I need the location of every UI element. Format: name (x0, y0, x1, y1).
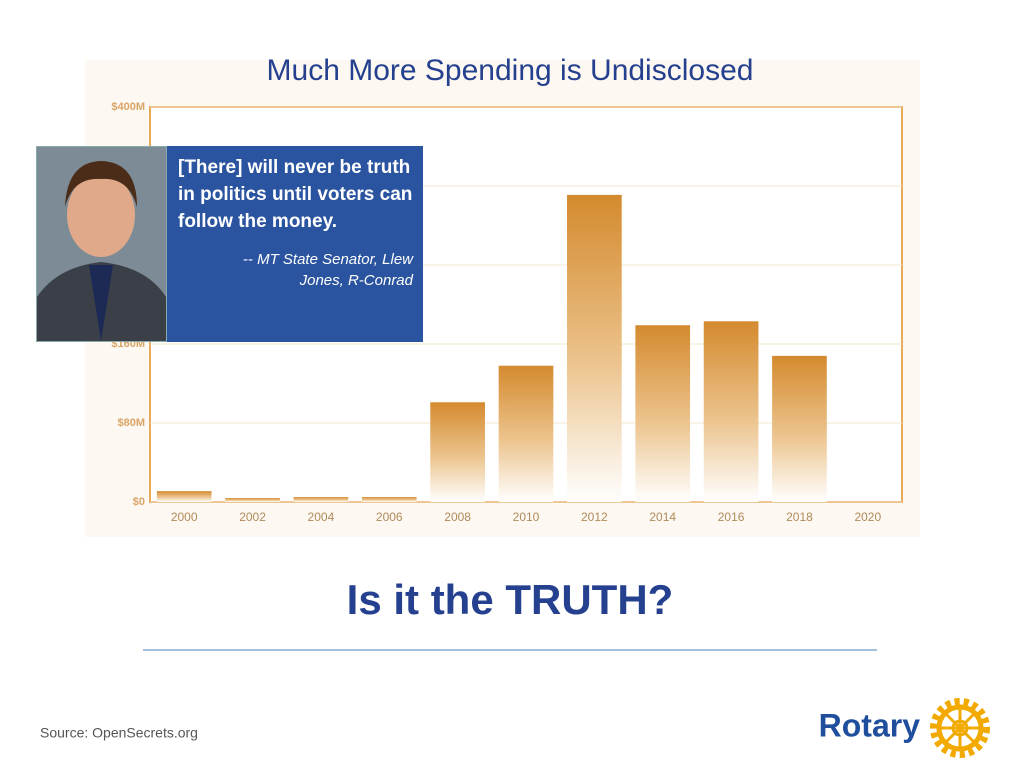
portrait-photo (36, 146, 167, 342)
x-tick-label: 2016 (718, 510, 745, 524)
y-tick-label: $400M (111, 101, 145, 113)
bar (498, 365, 554, 502)
portrait (37, 147, 166, 341)
bar (225, 498, 280, 502)
x-tick-label: 2014 (649, 510, 676, 524)
y-tick-label: $0 (133, 496, 145, 508)
bar (430, 402, 485, 502)
x-tick-label: 2004 (308, 510, 335, 524)
y-tick-label: $80M (117, 417, 145, 429)
logo-text: Rotary (819, 707, 921, 743)
logo-gear (930, 698, 990, 758)
bar (156, 491, 212, 502)
quote-text: [There] will never be truth in politics … (178, 157, 413, 232)
bar (635, 325, 691, 502)
x-tick-label: 2008 (444, 510, 471, 524)
x-tick-label: 2020 (854, 510, 881, 524)
x-tick-label: 2012 (581, 510, 608, 524)
x-tick-label: 2006 (376, 510, 403, 524)
bar (293, 497, 349, 502)
x-tick-label: 2000 (171, 510, 198, 524)
source: Source: OpenSecrets.org (40, 725, 198, 741)
bar (567, 194, 622, 502)
x-tick-label: 2010 (513, 510, 540, 524)
bar (361, 497, 417, 502)
quote-attribution: -- MT State Senator, Llew Jones, R-Conra… (242, 251, 413, 289)
bar (772, 355, 827, 502)
quote-box: [There] will never be truth in politics … (167, 146, 423, 342)
heading: Is it the TRUTH? (347, 576, 674, 623)
x-tick-label: 2018 (786, 510, 813, 524)
bar (703, 321, 759, 502)
x-tick-label: 2002 (239, 510, 266, 524)
chart-title: Much More Spending is Undisclosed (267, 54, 754, 87)
